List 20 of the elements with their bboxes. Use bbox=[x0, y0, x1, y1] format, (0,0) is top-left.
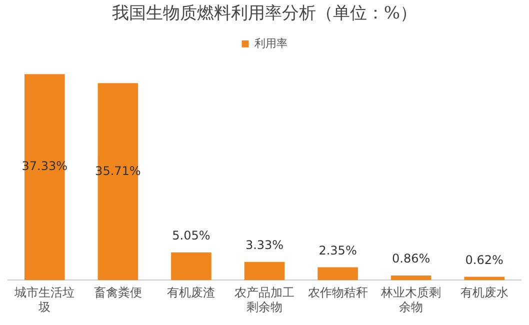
bar bbox=[171, 252, 212, 280]
bar bbox=[318, 267, 358, 280]
chart-title: 我国生物质燃料利用率分析（单位：%） bbox=[112, 4, 418, 24]
x-tick-label: 有机废渣 bbox=[167, 286, 216, 300]
bar bbox=[390, 275, 432, 280]
x-tick-label: 农作物秸秆 bbox=[308, 286, 368, 300]
legend-label: 利用率 bbox=[254, 36, 288, 50]
bar bbox=[244, 262, 285, 280]
data-label: 0.62% bbox=[465, 252, 504, 267]
data-label: 5.05% bbox=[172, 228, 210, 242]
data-label: 2.35% bbox=[318, 243, 357, 258]
bar bbox=[24, 74, 65, 280]
data-label: 3.33% bbox=[245, 238, 284, 252]
x-tick-label: 城市生活垃圾 bbox=[14, 286, 75, 314]
x-tick-label: 林业木质剩余物 bbox=[380, 286, 442, 314]
x-tick-label: 农产品加工剩余物 bbox=[234, 286, 294, 314]
x-tick-label: 有机废水 bbox=[460, 286, 508, 300]
bar bbox=[98, 83, 138, 280]
data-label: 0.86% bbox=[392, 252, 430, 266]
x-tick-label: 畜禽粪便 bbox=[94, 286, 142, 300]
